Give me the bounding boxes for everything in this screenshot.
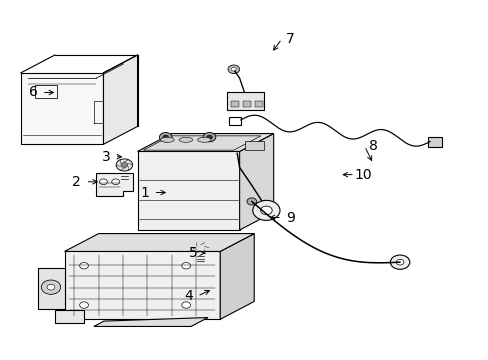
Ellipse shape — [160, 137, 174, 142]
Ellipse shape — [197, 137, 211, 142]
Polygon shape — [64, 251, 220, 319]
Circle shape — [227, 65, 239, 73]
Circle shape — [80, 302, 88, 308]
Text: 3: 3 — [102, 150, 110, 164]
Circle shape — [182, 302, 190, 308]
Circle shape — [116, 159, 132, 171]
Circle shape — [246, 198, 256, 205]
Circle shape — [182, 262, 190, 269]
Circle shape — [121, 162, 127, 167]
Circle shape — [41, 280, 61, 294]
Polygon shape — [143, 136, 261, 150]
Bar — [243, 101, 250, 108]
Text: 7: 7 — [286, 32, 294, 46]
Text: 6: 6 — [28, 85, 38, 99]
Circle shape — [203, 132, 215, 142]
Text: 10: 10 — [354, 168, 372, 182]
Text: 5: 5 — [189, 246, 198, 260]
Polygon shape — [64, 234, 254, 251]
Circle shape — [112, 179, 119, 185]
Text: 9: 9 — [285, 211, 295, 225]
Bar — [427, 137, 442, 147]
Polygon shape — [96, 173, 132, 196]
Circle shape — [80, 262, 88, 269]
Circle shape — [252, 201, 280, 220]
Bar — [255, 101, 263, 108]
Circle shape — [206, 135, 212, 139]
Bar — [230, 101, 238, 108]
Text: 2: 2 — [72, 175, 81, 189]
Circle shape — [260, 206, 272, 215]
Polygon shape — [220, 234, 254, 319]
Circle shape — [231, 67, 236, 71]
Polygon shape — [239, 134, 273, 230]
Circle shape — [389, 255, 409, 269]
Ellipse shape — [179, 137, 192, 142]
Text: 1: 1 — [140, 185, 149, 199]
Circle shape — [192, 242, 208, 254]
Bar — [228, 117, 240, 125]
Circle shape — [163, 135, 168, 139]
Circle shape — [47, 284, 55, 290]
Polygon shape — [227, 93, 264, 111]
Bar — [35, 85, 57, 98]
Bar — [244, 141, 264, 150]
Polygon shape — [55, 310, 84, 323]
Circle shape — [395, 259, 403, 265]
Polygon shape — [137, 152, 239, 230]
Polygon shape — [103, 55, 137, 144]
Polygon shape — [21, 73, 103, 144]
Polygon shape — [94, 318, 207, 327]
Polygon shape — [38, 267, 64, 309]
Polygon shape — [137, 134, 273, 152]
Circle shape — [159, 132, 172, 142]
Text: 4: 4 — [184, 289, 193, 303]
Circle shape — [100, 179, 107, 185]
Text: 8: 8 — [368, 139, 377, 153]
Circle shape — [197, 246, 203, 250]
